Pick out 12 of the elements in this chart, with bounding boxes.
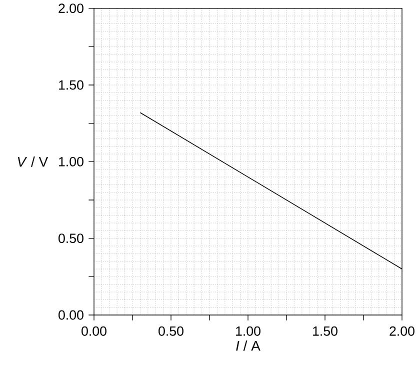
y-tick-label: 0.00 — [58, 310, 84, 320]
y-axis-title: V / V — [18, 156, 48, 167]
y-tick-label: 1.00 — [59, 156, 84, 166]
y-tick-label: 1.50 — [59, 80, 84, 90]
x-tick-label: 0.00 — [82, 326, 106, 336]
x-tick-label: 1.00 — [236, 326, 260, 336]
y-tick-label: 2.00 — [58, 4, 84, 14]
x-tick-label: 1.50 — [313, 326, 338, 336]
x-axis-title: I / A — [236, 340, 260, 351]
y-tick-label: 0.50 — [58, 234, 84, 244]
x-tick-label: 2.00 — [390, 326, 414, 336]
x-tick-label: 0.50 — [158, 326, 184, 336]
